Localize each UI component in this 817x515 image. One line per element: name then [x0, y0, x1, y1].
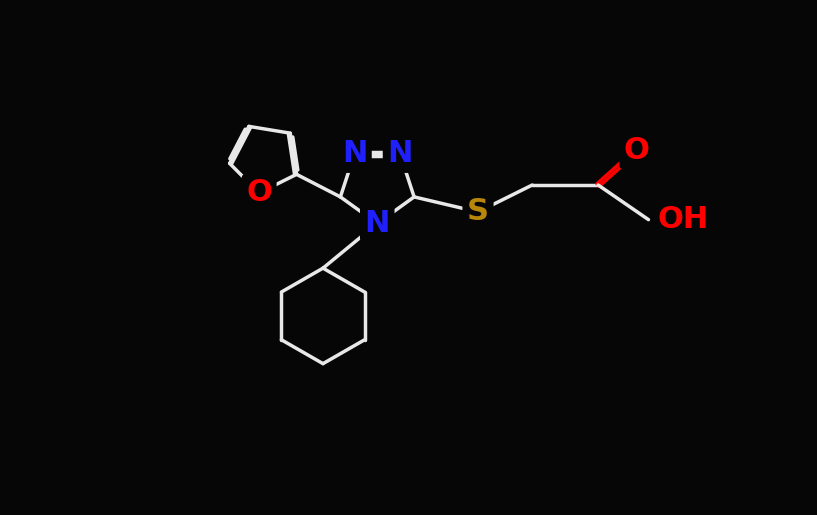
- Text: O: O: [246, 179, 272, 208]
- Text: N: N: [342, 140, 367, 168]
- Text: N: N: [364, 209, 390, 238]
- Text: O: O: [624, 136, 650, 165]
- Text: OH: OH: [658, 205, 709, 234]
- Text: S: S: [467, 197, 489, 227]
- Text: N: N: [387, 140, 413, 168]
